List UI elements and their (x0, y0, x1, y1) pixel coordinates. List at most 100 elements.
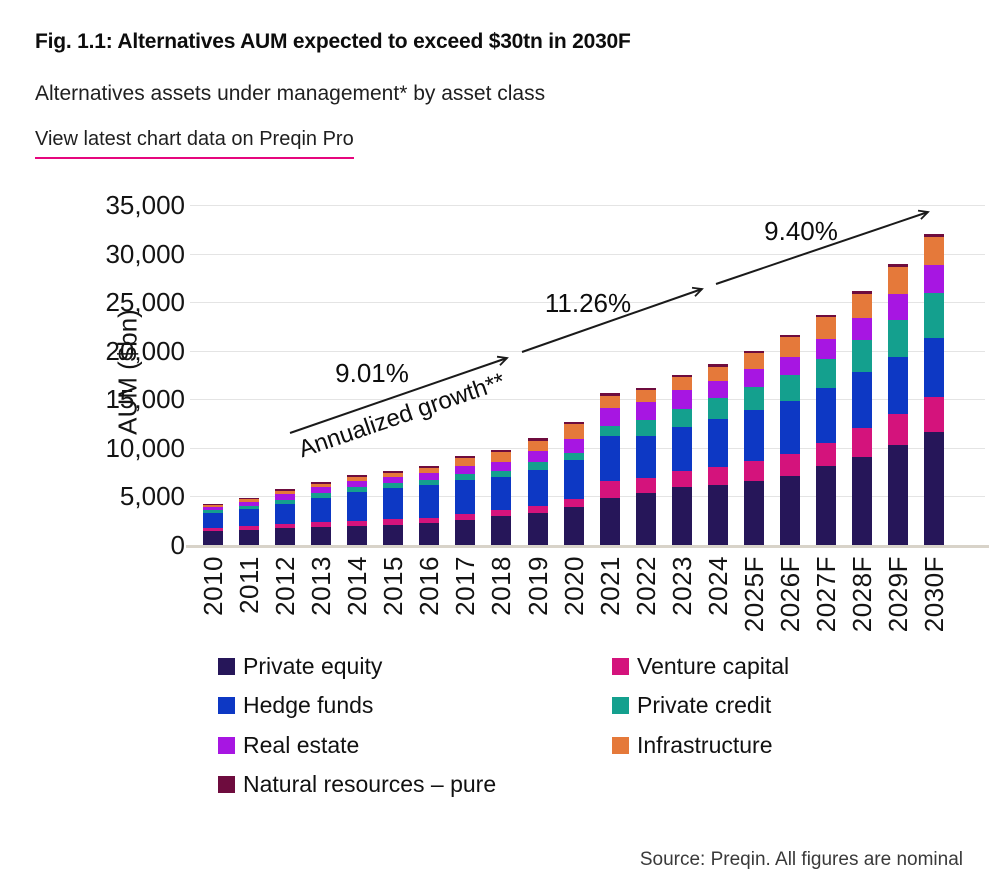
legend-swatch-icon (218, 657, 235, 675)
bar-segment (455, 455, 476, 459)
legend-item: Real estate (218, 732, 359, 758)
stacked-bar-2015 (383, 0, 404, 545)
bar-segment (887, 319, 908, 357)
bar-segment (275, 489, 296, 491)
legend-label: Infrastructure (637, 731, 773, 758)
bar-segment (707, 485, 728, 545)
stacked-bar-2017 (455, 0, 476, 545)
bar-segment (743, 480, 764, 545)
bar-segment (924, 397, 944, 432)
bar-segment (563, 424, 584, 440)
bar-segment (887, 356, 908, 415)
stacked-bar-2014 (347, 0, 368, 545)
growth-rate-label-2: 11.26% (544, 288, 632, 318)
bar-segment (599, 395, 620, 408)
bar-segment (599, 481, 620, 498)
stacked-bar-2011 (239, 0, 260, 545)
bar-segment (563, 507, 584, 545)
stacked-bar-2010 (203, 0, 223, 545)
bar-segment (311, 487, 332, 494)
bar-segment (455, 465, 476, 475)
bar-segment (419, 479, 440, 485)
bar-segment (491, 470, 512, 478)
stacked-bar-2012 (275, 0, 296, 545)
bar-segment (743, 353, 764, 370)
bar-segment (419, 523, 440, 545)
bar-segment (743, 369, 764, 388)
bar-segment (383, 483, 404, 488)
bar-segment (455, 519, 476, 545)
bar-segment (383, 470, 404, 473)
bar-segment (527, 505, 548, 514)
bar-segment (203, 531, 223, 545)
bar-segment (743, 350, 764, 354)
legend-item: Venture capital (612, 653, 789, 679)
bar-segment (203, 527, 223, 532)
bar-segment (455, 474, 476, 480)
y-axis-tick-label: 25,000 (105, 287, 185, 318)
bar-segment (347, 487, 368, 493)
bar-segment (419, 484, 440, 519)
stacked-bar-2024 (707, 0, 728, 545)
bar-segment (779, 375, 800, 401)
y-axis-tick-label: 35,000 (105, 190, 185, 220)
gridline (190, 496, 985, 498)
legend-label: Real estate (243, 731, 360, 758)
bar-segment (635, 402, 656, 420)
bar-segment (203, 512, 223, 528)
bar-segment (707, 381, 728, 399)
bar-segment (275, 500, 296, 505)
bar-segment (203, 510, 223, 513)
bar-segment (779, 334, 800, 338)
bar-segment (419, 473, 440, 480)
legend-swatch-icon (612, 697, 629, 715)
bar-segment (851, 291, 872, 295)
bar-segment (383, 472, 404, 477)
bar-segment (347, 492, 368, 521)
legend-item: Hedge funds (218, 692, 373, 719)
source-note: Source: Preqin. All figures are nominal (639, 849, 963, 870)
bar-segment (383, 487, 404, 520)
bar-segment (851, 318, 872, 341)
bar-segment (311, 493, 332, 498)
x-axis-line (186, 545, 989, 548)
bar-segment (815, 314, 836, 318)
bar-segment (347, 480, 368, 488)
bar-segment (491, 515, 512, 545)
bar-segment (347, 526, 368, 545)
stacked-bar-2013 (311, 0, 332, 545)
stacked-bar-2022 (635, 0, 656, 545)
bar-segment (275, 504, 296, 525)
gridline (190, 253, 985, 255)
bar-segment (491, 452, 512, 463)
bar-segment (239, 526, 260, 531)
bar-segment (924, 337, 944, 398)
legend-item: Private equity (218, 653, 382, 679)
stacked-bar-2025F (743, 0, 764, 545)
bar-segment (671, 427, 692, 471)
bar-segment (671, 375, 692, 378)
bar-segment (671, 408, 692, 428)
stacked-bar-2018 (491, 0, 512, 545)
stacked-bar-2020 (563, 0, 584, 545)
stacked-bar-2019 (527, 0, 548, 545)
bar-segment (491, 477, 512, 510)
y-axis-tick-label: 5,000 (119, 481, 185, 512)
bar-segment (779, 475, 800, 545)
bar-segment (599, 497, 620, 545)
bar-segment (455, 480, 476, 514)
stacked-bar-2016 (419, 0, 440, 545)
bar-segment (851, 427, 872, 457)
stacked-bar-2026F (779, 0, 800, 545)
y-axis-tick-label: 30,000 (105, 238, 185, 269)
bar-segment (743, 387, 764, 411)
bar-segment (563, 460, 584, 499)
bar-segment (743, 461, 764, 481)
bar-segment (635, 477, 656, 494)
preqin-pro-link[interactable]: View latest chart data on Preqin Pro (35, 128, 354, 159)
bar-segment (707, 398, 728, 420)
legend-swatch-icon (612, 657, 629, 675)
stacked-bar-2028F (851, 0, 872, 545)
